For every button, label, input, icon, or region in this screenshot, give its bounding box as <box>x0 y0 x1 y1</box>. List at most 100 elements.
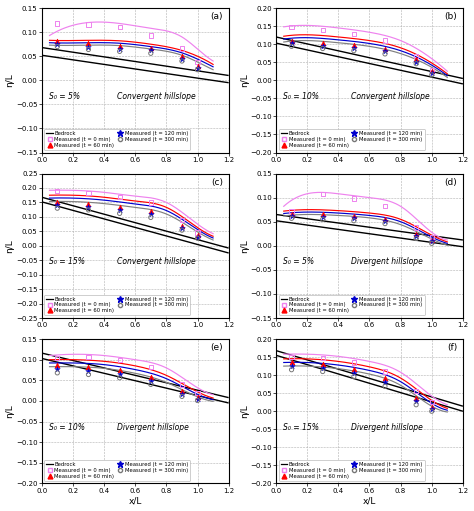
Point <box>412 235 420 243</box>
Point <box>85 353 92 361</box>
Point <box>288 353 295 361</box>
Point <box>147 380 155 388</box>
Point <box>319 367 327 376</box>
Point <box>288 207 295 215</box>
Point <box>116 203 123 212</box>
Point <box>288 210 295 218</box>
Point <box>178 216 186 224</box>
Text: Convergent hillslope: Convergent hillslope <box>351 92 429 101</box>
Point <box>350 44 358 52</box>
Legend: Bedrock, Measured (t = 0 min), Measured (t = 60 min), Measured (t = 120 min), Me: Bedrock, Measured (t = 0 min), Measured … <box>279 129 425 150</box>
Y-axis label: η/L: η/L <box>6 404 15 418</box>
Point <box>54 42 61 51</box>
Point <box>412 60 420 68</box>
Point <box>412 223 420 231</box>
Point <box>381 215 389 223</box>
Point <box>428 407 436 415</box>
Point <box>54 354 61 362</box>
Point <box>178 386 186 394</box>
Point <box>54 19 61 28</box>
Point <box>381 220 389 228</box>
Text: (e): (e) <box>210 343 223 353</box>
Point <box>412 232 420 240</box>
Point <box>428 71 436 79</box>
Point <box>85 42 92 51</box>
Point <box>194 233 201 241</box>
Text: Convergent hillslope: Convergent hillslope <box>117 92 195 101</box>
Point <box>116 370 123 378</box>
Point <box>178 55 186 63</box>
Point <box>147 31 155 39</box>
Point <box>85 20 92 29</box>
Point <box>381 36 389 44</box>
Point <box>350 47 358 55</box>
Point <box>85 370 92 379</box>
Point <box>319 215 327 223</box>
Point <box>116 356 123 364</box>
Point <box>194 62 201 70</box>
Point <box>85 367 92 375</box>
Point <box>288 23 295 31</box>
Point <box>116 374 123 382</box>
Point <box>178 392 186 401</box>
Text: (a): (a) <box>210 12 223 21</box>
Point <box>319 41 327 50</box>
Legend: Bedrock, Measured (t = 0 min), Measured (t = 60 min), Measured (t = 120 min), Me: Bedrock, Measured (t = 0 min), Measured … <box>279 294 425 315</box>
Point <box>412 393 420 402</box>
Point <box>319 190 327 198</box>
Point <box>288 358 295 366</box>
Point <box>350 214 358 222</box>
Point <box>147 207 155 215</box>
Text: Divergent hillslope: Divergent hillslope <box>351 423 423 432</box>
Point <box>194 64 201 72</box>
Point <box>319 213 327 221</box>
Text: Divergent hillslope: Divergent hillslope <box>117 423 188 432</box>
Point <box>147 44 155 52</box>
Text: Divergent hillslope: Divergent hillslope <box>351 258 423 266</box>
X-axis label: x/L: x/L <box>128 497 142 505</box>
Point <box>178 44 186 53</box>
Point <box>54 187 61 195</box>
Point <box>178 52 186 60</box>
Point <box>54 37 61 45</box>
Point <box>319 44 327 53</box>
Point <box>350 41 358 50</box>
Text: S₀ = 10%: S₀ = 10% <box>283 92 319 101</box>
Point <box>381 47 389 55</box>
Point <box>350 217 358 225</box>
Point <box>288 42 295 51</box>
Point <box>54 40 61 48</box>
Point <box>147 49 155 57</box>
Point <box>178 224 186 232</box>
Y-axis label: η/L: η/L <box>240 239 249 252</box>
Point <box>85 189 92 197</box>
Point <box>350 358 358 366</box>
Point <box>116 44 123 53</box>
Text: (d): (d) <box>445 178 457 187</box>
Point <box>381 217 389 225</box>
Point <box>178 57 186 65</box>
Point <box>147 198 155 206</box>
Y-axis label: η/L: η/L <box>6 239 15 252</box>
Point <box>350 373 358 381</box>
Point <box>194 230 201 239</box>
Point <box>428 236 436 244</box>
Point <box>116 48 123 56</box>
Point <box>54 369 61 377</box>
Point <box>194 395 201 403</box>
Point <box>194 397 201 405</box>
Point <box>412 401 420 409</box>
Point <box>54 365 61 373</box>
Point <box>319 211 327 219</box>
Text: (b): (b) <box>445 12 457 21</box>
Point <box>54 204 61 212</box>
Text: S₀ = 10%: S₀ = 10% <box>49 423 85 432</box>
Point <box>194 234 201 242</box>
Point <box>350 364 358 373</box>
Point <box>288 366 295 374</box>
Point <box>381 382 389 390</box>
Point <box>116 366 123 375</box>
Point <box>85 206 92 214</box>
Point <box>319 39 327 47</box>
Point <box>428 239 436 247</box>
